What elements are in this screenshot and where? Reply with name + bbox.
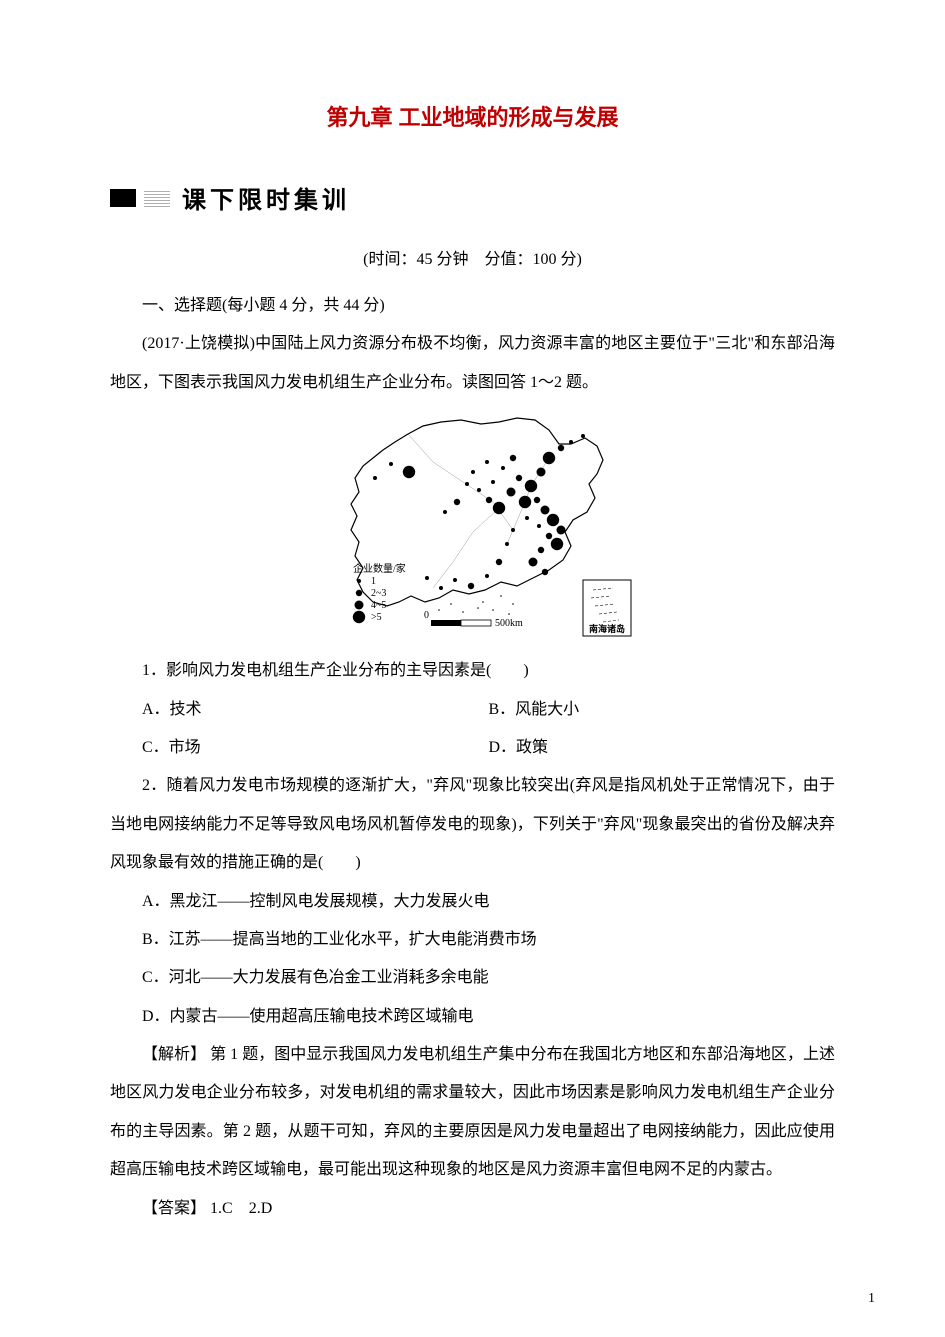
section-bar-label: 课下限时集训 [182,180,350,215]
q1-option-a: A．技术 [142,691,489,729]
svg-text:企业数量/家: 企业数量/家 [353,562,406,575]
bar-decor-strong-icon [110,189,136,207]
analysis-text: 第 1 题，图中显示我国风力发电机组生产集中分布在我国北方地区和东部沿海地区，上… [110,1046,835,1178]
svg-text:0: 0 [424,610,429,621]
china-map-figure: 企业数量/家12~34~5>5 0 500km 南海诸岛 [313,412,633,642]
q2-stem: 2．随着风力发电市场规模的逐渐扩大，"弃风"现象比较突出(弃风是指风机处于正常情… [110,767,835,882]
answer-label: 【答案】 [142,1200,206,1217]
svg-text:>5: >5 [371,612,382,623]
answer-text: 1.C 2.D [210,1200,272,1217]
svg-text:4~5: 4~5 [371,600,386,611]
intro-paragraph: (2017·上饶模拟)中国陆上风力资源分布极不均衡，风力资源丰富的地区主要位于"… [110,325,835,402]
svg-text:1: 1 [371,576,376,587]
q2-option-d: D．内蒙古——使用超高压输电技术跨区域输电 [142,998,835,1036]
exam-meta: (时间：45 分钟 分值：100 分) [110,245,835,269]
chapter-title: 第九章 工业地域的形成与发展 [110,100,835,132]
page-number: 1 [868,1291,875,1307]
bar-decor-ghost-icon [144,189,170,207]
q1-stem: 1．影响风力发电机组生产企业分布的主导因素是( ) [110,652,835,690]
svg-text:500km: 500km [495,618,523,629]
q2-option-b: B．江苏——提高当地的工业化水平，扩大电能消费市场 [142,921,835,959]
page: 第九章 工业地域的形成与发展 课下限时集训 (时间：45 分钟 分值：100 分… [0,0,945,1337]
q1-options: A．技术 B．风能大小 C．市场 D．政策 [142,691,835,768]
analysis-paragraph: 【解析】 第 1 题，图中显示我国风力发电机组生产集中分布在我国北方地区和东部沿… [110,1036,835,1190]
q1-option-b: B．风能大小 [489,691,836,729]
svg-text:南海诸岛: 南海诸岛 [588,623,624,634]
answer-paragraph: 【答案】 1.C 2.D [110,1190,835,1228]
q2-option-a: A．黑龙江——控制风电发展规模，大力发展火电 [142,883,835,921]
q1-option-d: D．政策 [489,729,836,767]
svg-text:2~3: 2~3 [371,588,386,599]
q1-option-c: C．市场 [142,729,489,767]
q2-option-c: C．河北——大力发展有色冶金工业消耗多余电能 [142,959,835,997]
section-bar: 课下限时集训 [110,180,835,215]
analysis-label: 【解析】 [142,1046,206,1063]
section-heading: 一、选择题(每小题 4 分，共 44 分) [110,287,835,325]
